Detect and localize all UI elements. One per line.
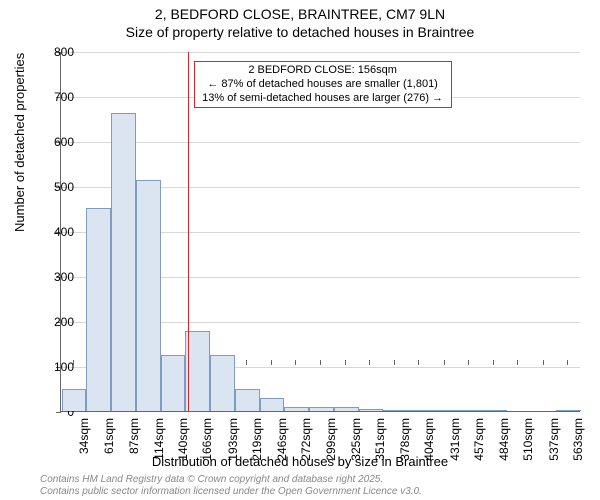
histogram-bar [433,410,458,411]
annotation-line2: ← 87% of detached houses are smaller (1,… [201,78,445,92]
histogram-bar [482,410,507,411]
xtick-label: 114sqm [152,418,166,462]
chart-title-main: 2, BEDFORD CLOSE, BRAINTREE, CM7 9LN [0,6,600,22]
plot-region: 2 BEDFORD CLOSE: 156sqm← 87% of detached… [60,52,580,412]
xtick-mark [345,360,346,365]
ytick-label: 700 [54,90,74,104]
xtick-label: 484sqm [497,418,511,462]
xtick-label: 563sqm [571,418,585,462]
xtick-mark [493,360,494,365]
chart-title-sub: Size of property relative to detached ho… [0,24,600,40]
y-axis-label: Number of detached properties [12,53,27,232]
annotation-box: 2 BEDFORD CLOSE: 156sqm← 87% of detached… [194,61,452,108]
xtick-mark [73,360,74,365]
histogram-bar [111,113,136,411]
xtick-mark [394,360,395,365]
xtick-label: 87sqm [127,418,141,462]
histogram-bar [185,331,210,411]
xtick-mark [468,360,469,365]
xtick-label: 166sqm [200,418,214,462]
xtick-label: 378sqm [398,418,412,462]
xtick-label: 351sqm [373,418,387,462]
xtick-mark [444,360,445,365]
xtick-mark [517,360,518,365]
histogram-bar [334,407,359,411]
xtick-label: 431sqm [448,418,462,462]
xtick-mark [320,360,321,365]
histogram-bar [383,410,408,411]
ytick-label: 800 [54,45,74,59]
reference-line [188,52,189,411]
xtick-label: 140sqm [176,418,190,462]
ytick-label: 600 [54,135,74,149]
ytick-mark [56,412,61,413]
ytick-label: 300 [54,270,74,284]
histogram-bar [260,398,285,411]
histogram-bar [210,355,235,411]
attribution-line2: Contains public sector information licen… [40,486,422,498]
chart-title-block: 2, BEDFORD CLOSE, BRAINTREE, CM7 9LN Siz… [0,0,600,40]
xtick-label: 325sqm [349,418,363,462]
xtick-label: 272sqm [299,418,313,462]
histogram-bar [359,409,384,411]
xtick-mark [246,360,247,365]
xtick-label: 61sqm [102,418,116,462]
attribution-line1: Contains HM Land Registry data © Crown c… [40,474,422,486]
histogram-bar [86,208,111,411]
xtick-mark [369,360,370,365]
xtick-label: 510sqm [521,418,535,462]
xtick-mark [271,360,272,365]
histogram-bar [309,407,334,412]
histogram-bar [136,180,161,411]
annotation-line1: 2 BEDFORD CLOSE: 156sqm [201,64,445,78]
xtick-label: 219sqm [250,418,264,462]
xtick-label: 246sqm [275,418,289,462]
xtick-mark [543,360,544,365]
histogram-bar [556,410,581,411]
histogram-bar [62,389,87,411]
chart-area: 2 BEDFORD CLOSE: 156sqm← 87% of detached… [60,52,580,412]
xtick-label: 299sqm [324,418,338,462]
histogram-bar [408,410,433,411]
histogram-bar [235,389,260,411]
histogram-bar [161,355,186,411]
xtick-label: 457sqm [472,418,486,462]
ytick-label: 100 [54,360,74,374]
gridline [61,52,580,53]
ytick-label: 500 [54,180,74,194]
xtick-label: 404sqm [422,418,436,462]
xtick-label: 537sqm [547,418,561,462]
histogram-bar [284,407,309,412]
xtick-label: 193sqm [226,418,240,462]
gridline [61,142,580,143]
xtick-mark [567,360,568,365]
histogram-bar [457,410,482,411]
xtick-mark [418,360,419,365]
xtick-label: 34sqm [77,418,91,462]
ytick-label: 400 [54,225,74,239]
xtick-mark [295,360,296,365]
attribution-text: Contains HM Land Registry data © Crown c… [40,474,422,498]
ytick-label: 200 [54,315,74,329]
annotation-line3: 13% of semi-detached houses are larger (… [201,92,445,106]
